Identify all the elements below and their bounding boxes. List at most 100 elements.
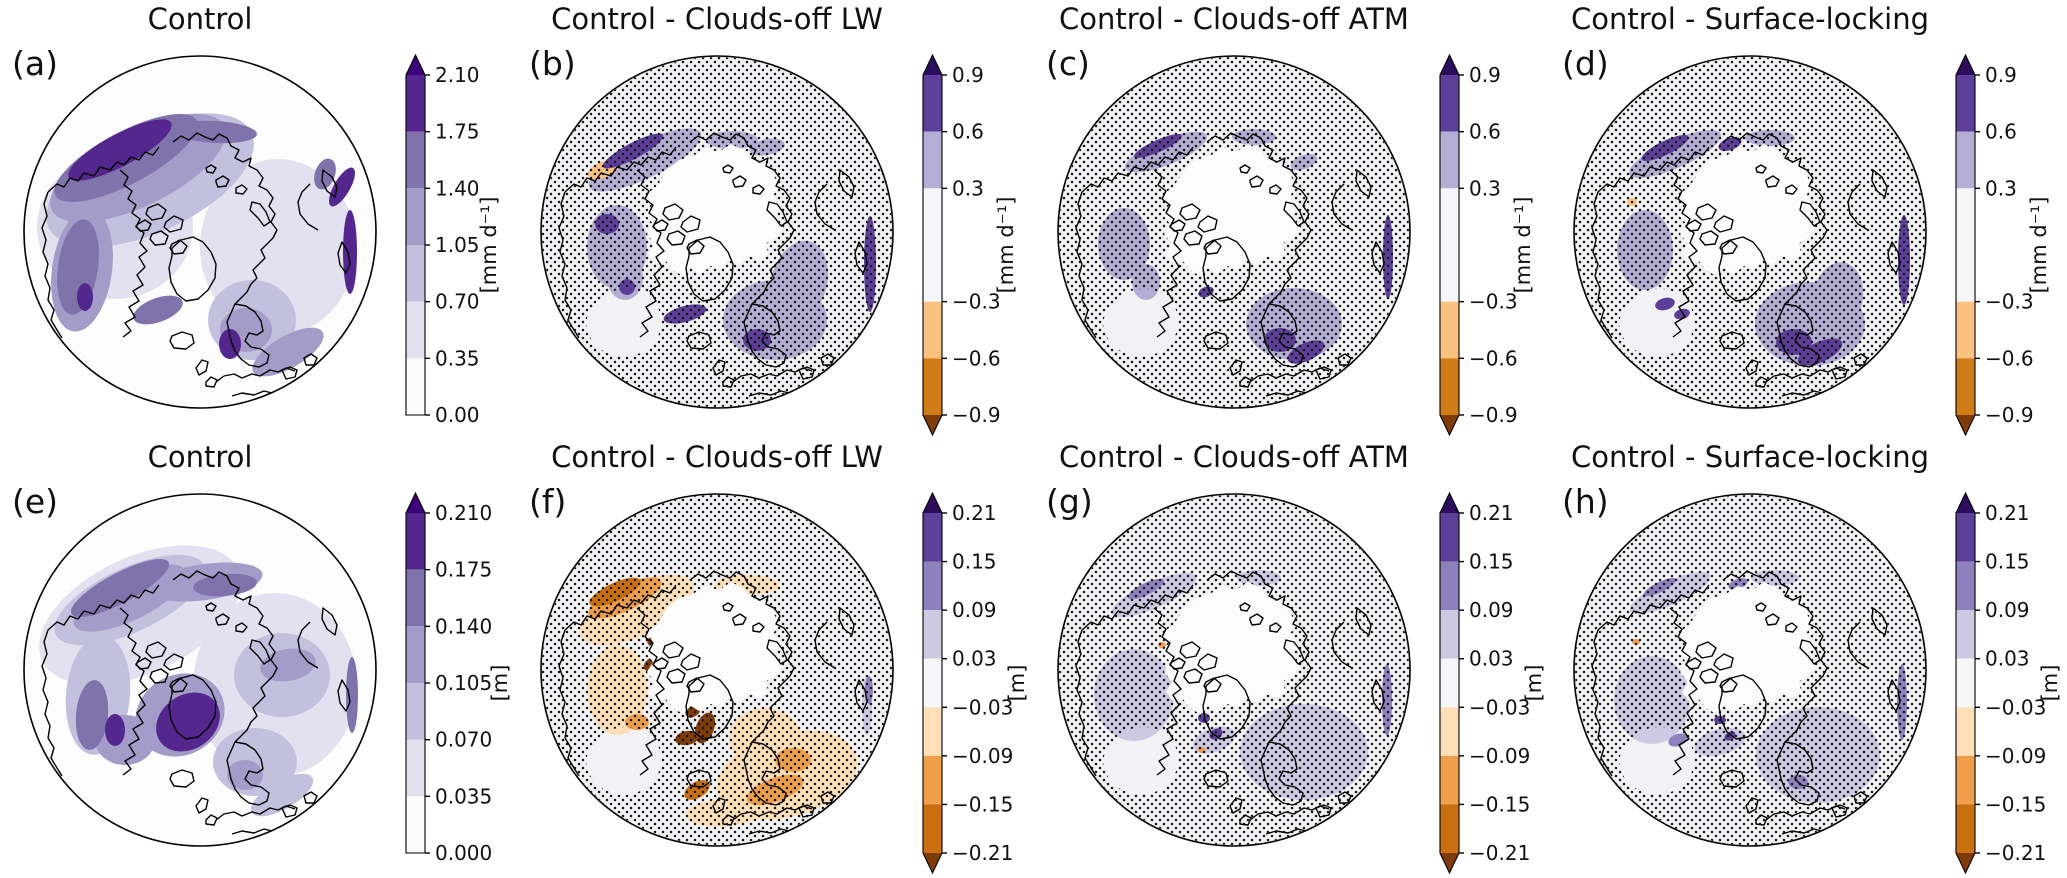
anomaly-blob	[133, 295, 183, 325]
colorbar-tick-label: −0.3	[1985, 290, 2034, 314]
map-boundary-circle	[23, 55, 377, 409]
map-contour-fills	[1059, 57, 1410, 408]
colorbar-tick-label: 0.6	[1985, 120, 2017, 144]
map-a	[23, 55, 377, 409]
map-contour-fills	[39, 545, 358, 817]
colorbar-f: 0.21 0.15 0.09 0.03 −0.03 −0.09 −0.15 −0.21 [m]	[922, 491, 1029, 875]
coastlines	[1591, 132, 1901, 397]
anomaly-blob	[156, 692, 220, 752]
colorbar-tick-label: 0.03	[1985, 647, 2030, 671]
coastlines	[558, 132, 868, 397]
colorbar-unit-label: [m]	[1005, 665, 1029, 702]
stippling-overlay	[1059, 57, 1410, 408]
colorbar-unit-label: [mm d⁻¹]	[994, 197, 1018, 294]
colorbar-segment	[1956, 75, 1975, 132]
panel-title: Control - Surface-locking	[1570, 2, 1930, 36]
colorbar-tick-label: 1.05	[435, 233, 480, 257]
panel-letter: (a)	[12, 44, 58, 83]
colorbar-tick-label: −0.3	[952, 290, 1001, 314]
colorbar-segment	[1956, 301, 1975, 359]
colorbar-segment	[923, 188, 942, 302]
anomaly-blob	[252, 327, 324, 377]
colorbar-segment	[406, 796, 425, 853]
colorbar-segment	[406, 131, 425, 189]
map-contour-fills	[1059, 495, 1410, 846]
coastlines	[1075, 570, 1385, 835]
polar-cap-region	[1162, 144, 1300, 276]
colorbar-segment	[1440, 131, 1459, 189]
colorbar-segment	[406, 245, 425, 302]
colorbar-tick-label: −0.03	[1985, 695, 2046, 719]
colorbar-g: 0.21 0.15 0.09 0.03 −0.03 −0.09 −0.15 −0.21 [m]	[1439, 491, 1546, 875]
coastlines	[41, 570, 351, 835]
colorbar-tick-label: 2.10	[435, 63, 480, 87]
colorbar-tick-label: −0.15	[1985, 792, 2046, 816]
colorbar-segment	[923, 755, 942, 805]
colorbar-tick-label: 1.75	[435, 120, 480, 144]
colorbar-segment	[406, 301, 425, 359]
colorbar-segment	[406, 75, 425, 132]
colorbar-tick-label: −0.9	[1985, 403, 2034, 427]
colorbar-tick-label: 0.21	[952, 501, 997, 525]
colorbar-tick-label: 0.035	[435, 784, 492, 808]
colorbar-unit-label: [m]	[488, 665, 512, 702]
colorbar-tick-label: 0.00	[435, 403, 480, 427]
colorbar-segment	[1440, 513, 1459, 562]
anomaly-blob	[314, 158, 336, 190]
colorbar-segment	[923, 707, 942, 756]
colorbar-segment	[923, 75, 942, 132]
map-boundary-circle	[1057, 55, 1411, 409]
colorbar-segment	[406, 513, 425, 570]
colorbar-segment	[923, 358, 942, 415]
colorbar-unit-label: [mm d⁻¹]	[2027, 197, 2051, 294]
colorbar-extend-arrow-top	[1956, 55, 1975, 75]
panel-letter: (c)	[1046, 44, 1090, 83]
map-b	[540, 55, 894, 409]
map-contour-fills	[1575, 57, 1926, 408]
colorbar-tick-label: −0.09	[952, 744, 1013, 768]
colorbar-tick-label: −0.6	[1469, 346, 1518, 370]
colorbar-d: 0.9 0.6 0.3 −0.3 −0.6 −0.9 [mm d⁻¹]	[1955, 53, 2051, 437]
panel-g: Control - Clouds-off ATM (g) 0.21 0.15 0.09 0…	[1034, 438, 1551, 876]
colorbar-unit-label: [m]	[1522, 665, 1546, 702]
map-f	[540, 493, 894, 847]
colorbar-segment	[923, 513, 942, 562]
colorbar-extend-arrow-top	[923, 55, 942, 75]
panel-letter: (h)	[1562, 482, 1609, 521]
colorbar-tick-label: −0.9	[952, 403, 1001, 427]
colorbar-segment	[1956, 658, 1975, 708]
colorbar-extend-arrow-bottom	[923, 853, 942, 873]
colorbar-segment	[923, 561, 942, 611]
colorbar-segment	[1440, 707, 1459, 756]
panel-c: Control - Clouds-off ATM (c) 0.9 0.6 0.3 −0.3…	[1034, 0, 1551, 438]
colorbar-tick-label: 0.9	[952, 63, 984, 87]
colorbar-segment	[1956, 707, 1975, 756]
polar-cap-region	[1162, 582, 1300, 714]
polar-cap-region	[645, 144, 783, 276]
colorbar-extend-arrow-top	[406, 493, 425, 513]
colorbar-tick-label: −0.21	[1985, 841, 2046, 865]
colorbar-tick-label: 0.210	[435, 501, 492, 525]
map-boundary-circle	[1573, 55, 1927, 409]
panel-letter: (f)	[529, 482, 567, 521]
anomaly-blob	[250, 773, 314, 817]
colorbar-tick-label: 0.070	[435, 728, 492, 752]
anomaly-blob	[173, 120, 257, 144]
colorbar-segment	[1440, 658, 1459, 708]
stippling-overlay	[1575, 57, 1926, 408]
panel-d: Control - Surface-locking (d) 0.9 0.6 0.3 −0.…	[1550, 0, 2067, 438]
colorbar-tick-label: 0.3	[1985, 176, 2017, 200]
colorbar-unit-label: [m]	[2038, 665, 2062, 702]
map-boundary-circle	[1573, 493, 1927, 847]
map-contour-fills	[542, 57, 893, 408]
anomaly-blob	[1655, 297, 1675, 311]
panel-title: Control - Surface-locking	[1570, 440, 1930, 474]
colorbar-segment	[406, 739, 425, 797]
colorbar-segment	[1440, 755, 1459, 805]
colorbar-tick-label: 0.21	[1985, 501, 2030, 525]
map-boundary-circle	[540, 55, 894, 409]
colorbar-extend-arrow-bottom	[1956, 853, 1975, 873]
anomaly-blob	[77, 283, 93, 311]
colorbar-segment	[1956, 610, 1975, 659]
colorbar-tick-label: 0.140	[435, 614, 492, 638]
